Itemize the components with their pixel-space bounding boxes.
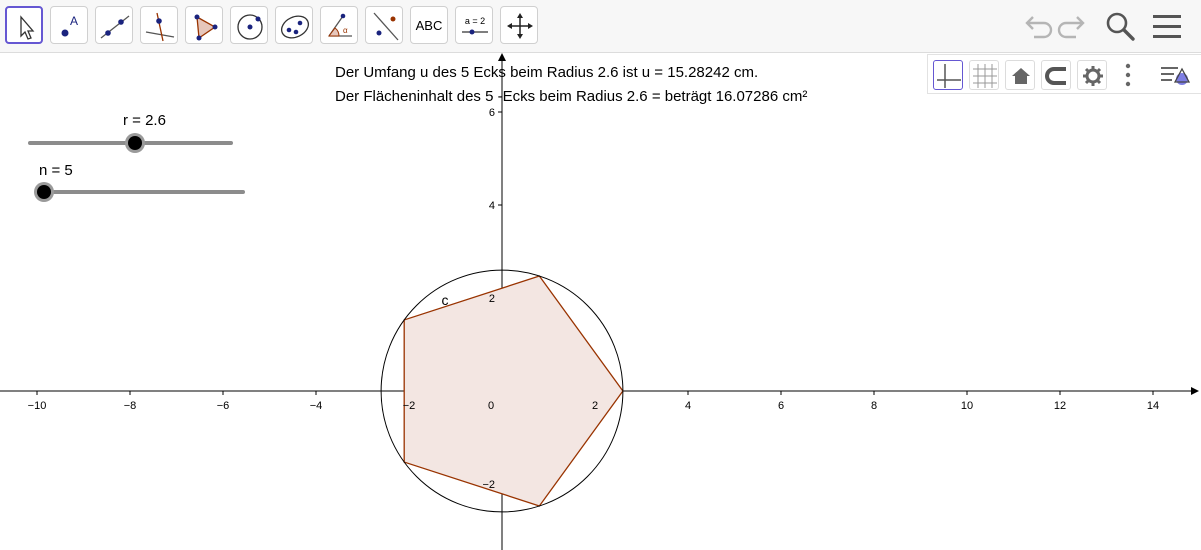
- ellipse-tool-button[interactable]: [275, 6, 313, 44]
- x-tick-label: 8: [871, 400, 877, 412]
- more-vertical-icon[interactable]: [1118, 60, 1138, 90]
- y-tick-label: −2: [482, 479, 495, 491]
- reflect-tool-button[interactable]: [365, 6, 403, 44]
- magnet-icon: [1045, 67, 1066, 85]
- slider-n-knob[interactable]: [37, 185, 52, 199]
- undo-icon[interactable]: [1018, 8, 1054, 44]
- circle-center-point-icon: [237, 14, 263, 40]
- svg-text:α: α: [343, 26, 348, 35]
- svg-text:a = 2: a = 2: [465, 16, 485, 26]
- algebra-toggle-icon[interactable]: [1158, 60, 1194, 90]
- show-grid-button[interactable]: [969, 60, 999, 90]
- polygon-tool-button[interactable]: [185, 6, 223, 44]
- line-tool-button[interactable]: [95, 6, 133, 44]
- x-axis-arrow: [1191, 387, 1199, 395]
- redo-icon[interactable]: [1056, 8, 1092, 44]
- line-icon: [100, 15, 130, 39]
- axes-icon: [937, 64, 961, 88]
- point-capturing-button[interactable]: [1041, 60, 1071, 90]
- toolbar: A: [0, 0, 1201, 53]
- slider-r-label: r = 2.6: [123, 112, 166, 129]
- slider-n-label: n = 5: [39, 162, 73, 179]
- x-tick-label: −8: [124, 400, 137, 412]
- graphics-style-bar: [927, 54, 1201, 94]
- x-tick-label: 2: [592, 400, 598, 412]
- circle-tool-button[interactable]: [230, 6, 268, 44]
- angle-tool-button[interactable]: α: [320, 6, 358, 44]
- circle-label: c: [442, 292, 449, 308]
- move-view-tool-button[interactable]: [500, 6, 538, 44]
- point-tool-button[interactable]: A: [50, 6, 88, 44]
- polygon-icon: [194, 14, 218, 41]
- reflect-icon: [373, 12, 399, 41]
- ellipse-icon: [280, 15, 310, 39]
- standard-view-button[interactable]: [1005, 60, 1035, 90]
- perimeter-text: Der Umfang u des 5 Ecks beim Radius 2.6 …: [335, 64, 759, 81]
- area-text: Der Flächeninhalt des 5 -Ecks beim Radiu…: [335, 88, 808, 105]
- x-tick-label: 10: [961, 400, 973, 412]
- search-icon[interactable]: [1102, 8, 1138, 44]
- axis-tick-labels: −10 −8 −6 −4 −2 0 2 4 6 8 10 12 14 6 4 2 −2: [28, 107, 1159, 491]
- x-tick-label: 14: [1147, 400, 1159, 412]
- point-icon: A: [61, 14, 78, 37]
- move-graphics-view-icon: [507, 13, 533, 39]
- graphics-view[interactable]: c −10 −8 −6 −4 −2 0 2 4 6 8 10 12 14 6 4 2 −2: [0, 53, 1201, 550]
- grid-icon: [973, 64, 997, 88]
- slider-n-track[interactable]: [40, 190, 245, 194]
- y-tick-label: 2: [489, 293, 495, 305]
- y-tick-label: 4: [489, 200, 495, 212]
- slider-tool-button[interactable]: a = 2: [455, 6, 493, 44]
- x-tick-label: −4: [310, 400, 323, 412]
- perpendicular-tool-button[interactable]: [140, 6, 178, 44]
- angle-icon: α: [328, 13, 352, 37]
- regular-pentagon: [403, 275, 624, 507]
- settings-button[interactable]: [1077, 60, 1107, 90]
- y-axis-arrow: [498, 53, 506, 61]
- y-tick-label: 6: [489, 107, 495, 119]
- coordinate-axes: [0, 53, 1199, 550]
- text-tool-button[interactable]: ABC: [410, 6, 448, 44]
- svg-text:A: A: [70, 14, 78, 28]
- x-tick-label: −6: [217, 400, 230, 412]
- perpendicular-line-icon: [145, 12, 175, 42]
- x-tick-label: 0: [488, 400, 494, 412]
- circle-c: [380, 269, 624, 513]
- show-axes-button[interactable]: [933, 60, 963, 90]
- hamburger-menu-icon[interactable]: [1149, 8, 1185, 44]
- move-pointer-icon: [20, 15, 35, 40]
- home-icon: [1012, 68, 1030, 84]
- x-tick-label: −2: [403, 400, 416, 412]
- move-tool-button[interactable]: [5, 6, 43, 44]
- x-tick-label: 6: [778, 400, 784, 412]
- x-tick-label: −10: [28, 400, 47, 412]
- text-icon: ABC: [415, 17, 443, 33]
- slider-r-knob[interactable]: [127, 136, 142, 150]
- gear-icon: [1083, 66, 1103, 86]
- slider-icon: a = 2: [462, 16, 488, 35]
- x-tick-label: 4: [685, 400, 691, 412]
- x-tick-label: 12: [1054, 400, 1066, 412]
